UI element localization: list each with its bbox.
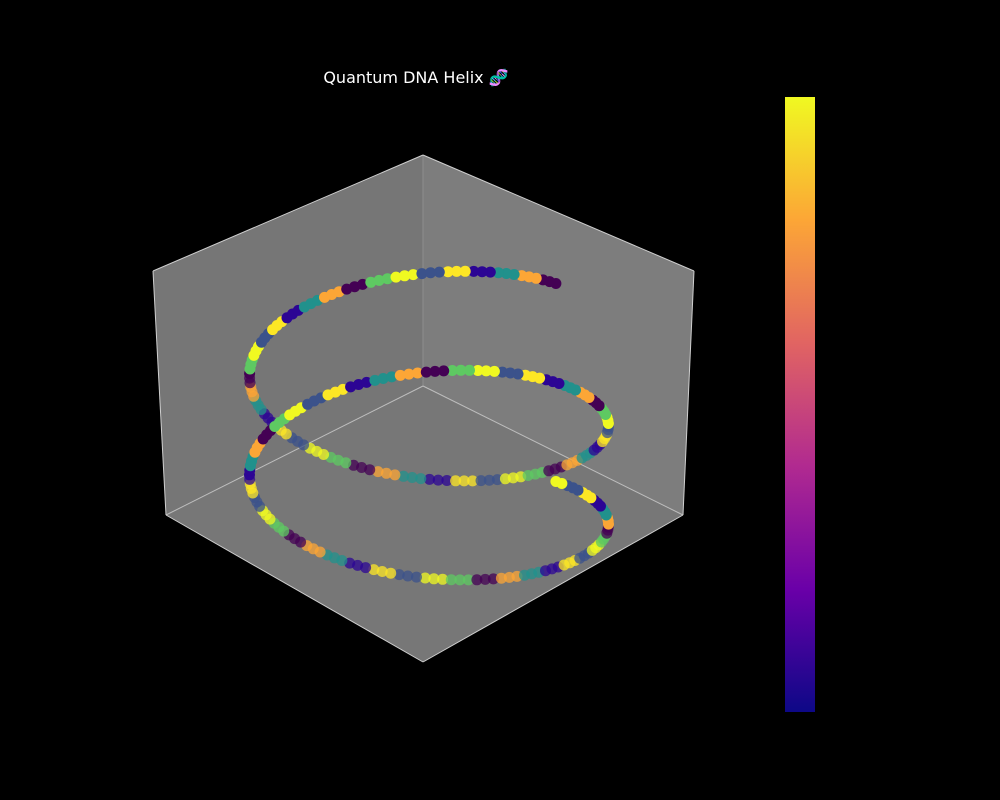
helix-point — [419, 572, 431, 584]
back-right-pane — [423, 155, 694, 515]
helix-point — [428, 573, 440, 585]
helix-point — [393, 569, 405, 581]
helix-point — [416, 268, 428, 280]
helix-point — [472, 365, 484, 376]
helix-point — [476, 266, 488, 278]
colorbar — [785, 97, 815, 712]
helix-point — [407, 269, 419, 281]
helix-point — [415, 473, 427, 485]
helix-point — [399, 270, 411, 282]
helix-point — [390, 271, 402, 283]
helix-point — [446, 365, 458, 376]
helix-point — [550, 476, 562, 487]
helix-point — [433, 266, 445, 278]
pane-edge — [422, 154, 695, 272]
helix-point — [483, 474, 495, 486]
helix-point — [412, 367, 424, 379]
pane-edge — [422, 385, 684, 516]
helix-point — [369, 374, 381, 386]
helix-point — [484, 266, 496, 278]
helix-point — [394, 369, 406, 381]
helix-point — [377, 373, 389, 384]
helix-point — [462, 574, 474, 586]
helix-point — [402, 570, 414, 582]
helix-point — [376, 566, 388, 577]
helix-point — [467, 475, 479, 487]
helix-point — [442, 266, 454, 278]
helix-point — [488, 365, 500, 377]
helix-point — [420, 366, 432, 378]
helix-point — [365, 276, 377, 288]
helix-point — [459, 265, 471, 277]
helix-point — [403, 368, 415, 380]
helix-point — [500, 268, 512, 279]
helix-point — [438, 365, 450, 377]
helix-point — [458, 475, 470, 487]
helix-point — [471, 574, 483, 586]
helix-point — [432, 474, 444, 486]
helix-point — [386, 371, 398, 383]
chart-title: Quantum DNA Helix 🧬 — [323, 68, 509, 87]
helix-point — [425, 267, 437, 279]
helix-point — [429, 365, 441, 377]
helix-point — [487, 573, 499, 585]
helix-point — [372, 466, 384, 478]
helix-point — [492, 267, 504, 279]
pane-edge — [152, 270, 167, 516]
helix-point — [451, 265, 463, 277]
helix-point — [464, 364, 475, 376]
helix-point — [480, 365, 492, 377]
helix-point — [368, 564, 380, 576]
pane-edge — [165, 385, 424, 516]
axes-3d — [152, 154, 695, 663]
pane-edge — [422, 514, 684, 663]
helix-point — [380, 467, 392, 479]
helix-point — [454, 574, 466, 586]
pane-edge — [682, 270, 695, 516]
pane-edge — [152, 154, 424, 272]
helix-point — [495, 572, 507, 584]
helix-point — [455, 364, 467, 376]
back-left-pane — [153, 155, 423, 515]
helix-point — [406, 472, 418, 483]
helix-point — [475, 475, 487, 487]
helix-point — [468, 265, 480, 277]
floor-pane — [166, 386, 683, 662]
helix-points — [244, 265, 614, 586]
helix-point — [398, 470, 409, 482]
helix-point — [496, 366, 508, 378]
helix-point — [479, 573, 491, 585]
helix-point — [437, 573, 449, 585]
helix-point — [441, 475, 453, 486]
helix-point — [373, 274, 385, 286]
helix-point — [424, 473, 435, 485]
helix-point — [389, 469, 401, 481]
helix-point — [411, 571, 422, 583]
helix-point — [361, 376, 373, 388]
helix-point — [450, 475, 462, 487]
helix-point — [445, 574, 457, 586]
helix-point — [385, 567, 397, 579]
helix-point — [382, 273, 393, 285]
helix-point — [491, 474, 503, 486]
pane-edge — [165, 514, 424, 663]
